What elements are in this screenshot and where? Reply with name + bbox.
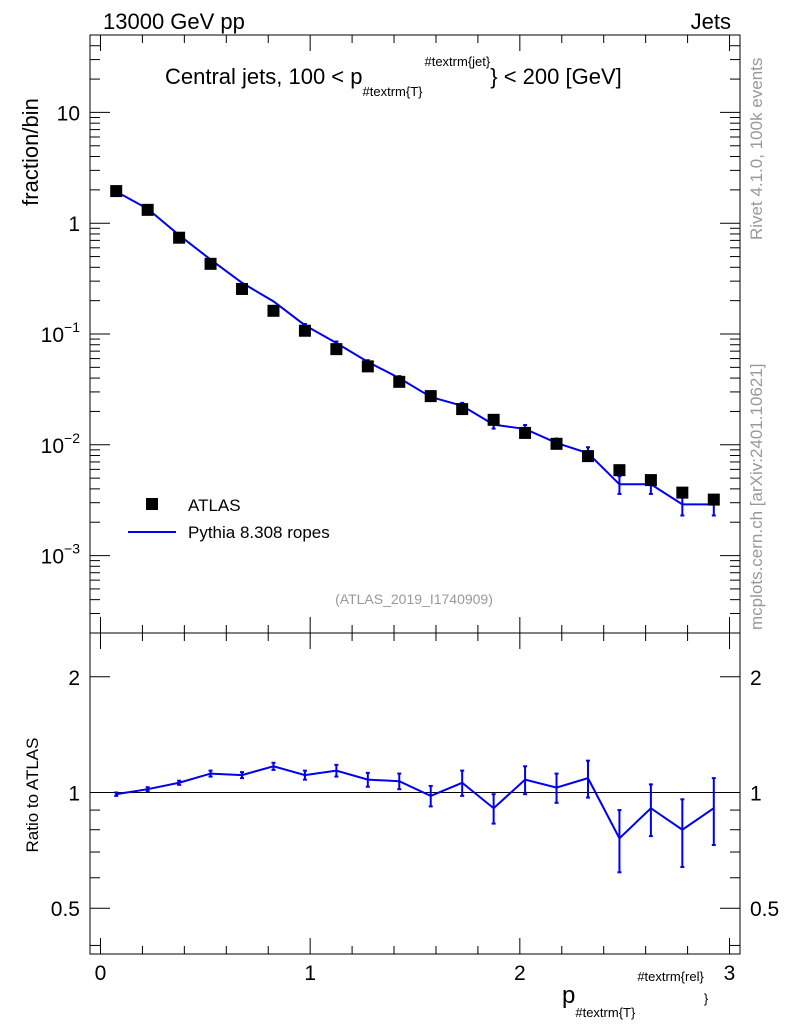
process-label: Jets (691, 9, 731, 34)
xlabel: p#textrm{T} #textrm{rel}} (562, 969, 709, 1020)
x-tick-label: 1 (304, 962, 316, 985)
atlas-data-point (298, 324, 311, 337)
axes-layer: 0 1 2 3 10 1 10−1 10−2 10−3 2 2 1 1 0.5 0.5 (41, 34, 779, 985)
atlas-data-point (141, 203, 154, 216)
xlabel-main: p (562, 982, 575, 1009)
atlas-data-point (581, 450, 594, 463)
x-tick-label: 2 (514, 962, 526, 985)
xlabel-sub: #textrm{T} (575, 1005, 636, 1020)
legend-mc-label: Pythia 8.308 ropes (188, 523, 330, 542)
xlabel-sup: #textrm{rel} (637, 969, 704, 984)
atlas-data-point (676, 486, 689, 499)
legend-data-label: ATLAS (188, 496, 241, 515)
main-panel-frame (89, 34, 741, 634)
atlas-data-point (204, 257, 217, 270)
mcplots-label: mcplots.cern.ch [arXiv:2401.10621] (747, 364, 766, 630)
ratio-y-tick-label-right: 0.5 (750, 898, 779, 921)
atlas-data-point (707, 493, 720, 506)
rivet-label: Rivet 4.1.0, 100k events (747, 58, 766, 240)
y-tick-label: 10−2 (41, 430, 81, 458)
x-tick-label: 3 (724, 962, 736, 985)
marks-layer (110, 185, 720, 874)
y-tick-label: 1 (68, 213, 80, 236)
atlas-data-point (110, 185, 123, 198)
legend: ATLAS Pythia 8.308 ropes (128, 496, 330, 542)
legend-data-marker (146, 498, 158, 510)
ratio-y-tick-label-right: 1 (750, 782, 762, 805)
atlas-data-point (330, 343, 343, 356)
upper-ylabel: fraction/bin (18, 98, 43, 206)
xlabel-tail: } (704, 991, 709, 1006)
atlas-data-point (424, 390, 437, 403)
plot-title-main: Central jets, 100 < p (165, 64, 363, 89)
plot-title-sup: #textrm{jet} (424, 54, 490, 69)
x-tick-label: 0 (95, 962, 107, 985)
atlas-data-point (644, 474, 657, 487)
lower-ylabel: Ratio to ATLAS (23, 738, 42, 853)
atlas-data-point (236, 282, 249, 295)
y-tick-label: 10−1 (41, 319, 81, 347)
energy-label: 13000 GeV pp (103, 9, 245, 34)
atlas-data-point (393, 375, 406, 388)
atlas-data-point (519, 426, 532, 439)
y-tick-label: 10−3 (41, 541, 81, 569)
atlas-data-point (456, 403, 469, 416)
plot-title: Central jets, 100 < p#textrm{T}#textrm{j… (165, 54, 622, 99)
atlas-data-point (361, 360, 374, 373)
atlas-data-point (550, 437, 563, 450)
ratio-line (116, 765, 715, 840)
plot-title-sub: #textrm{T} (363, 84, 424, 99)
atlas-data-point (267, 304, 280, 317)
atlas-data-point (487, 413, 500, 426)
ratio-y-tick-label-left: 1 (68, 782, 80, 805)
ratio-panel-frame (89, 632, 741, 955)
analysis-id: (ATLAS_2019_I1740909) (335, 591, 493, 607)
ratio-y-tick-label-left: 2 (68, 667, 80, 690)
atlas-data-point (173, 231, 186, 244)
y-tick-label: 10 (57, 102, 80, 125)
mc-line (115, 190, 714, 506)
atlas-data-point (613, 464, 626, 477)
ratio-y-tick-label-left: 0.5 (51, 898, 80, 921)
plot-title-tail: } < 200 [GeV] (490, 64, 621, 89)
ratio-y-tick-label-right: 2 (750, 667, 762, 690)
